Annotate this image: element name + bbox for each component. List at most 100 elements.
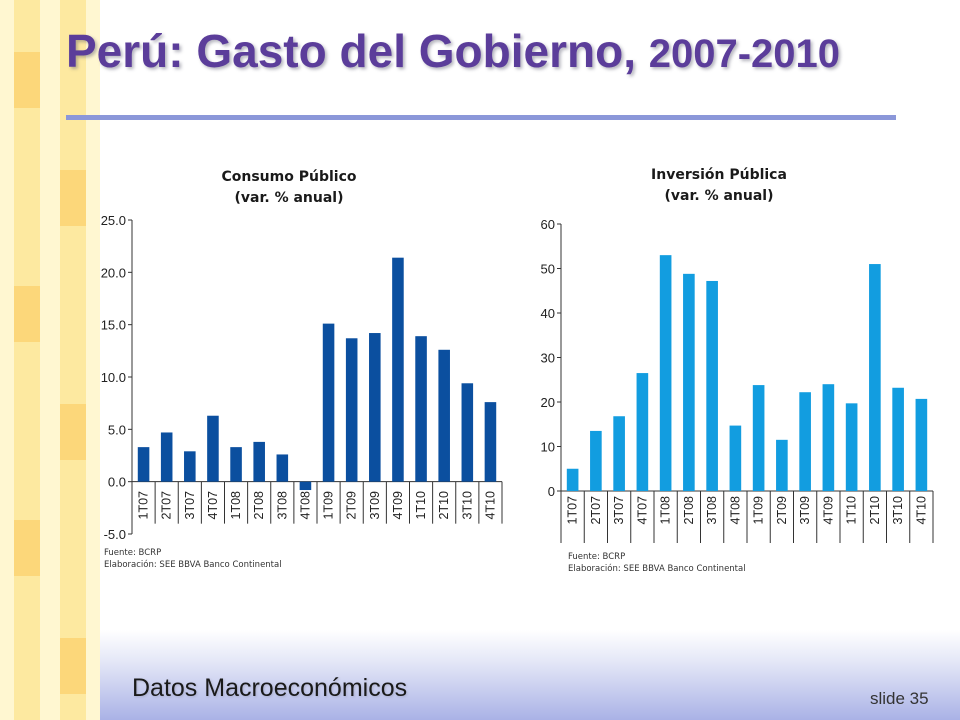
consumo-xtick-label: 4T10 <box>483 491 497 520</box>
slide-title: Perú: Gasto del Gobierno, 2007-2010 <box>66 24 840 78</box>
consumo-xtick-label: 3T07 <box>183 491 197 520</box>
inversion-bar-4T10 <box>915 398 928 491</box>
consumo-ytick-label: 15.0 <box>101 318 126 333</box>
consumo-xtick-label: 4T08 <box>298 491 312 520</box>
deco-tile <box>60 170 86 226</box>
consumo-bar-2T10 <box>438 349 450 482</box>
inversion-xtick-label: 3T10 <box>891 496 905 525</box>
consumo-ytick-label: 0.0 <box>108 475 126 490</box>
consumo-xtick-label: 2T07 <box>160 491 174 520</box>
footer-title: Datos Macroeconómicos <box>132 674 408 702</box>
deco-stripe <box>14 0 40 720</box>
inversion-ytick-label: 0 <box>548 484 555 499</box>
consumo-subtitle: (var. % anual) <box>235 190 344 206</box>
consumo-source: Fuente: BCRP <box>104 548 161 558</box>
inversion-bar-2T08 <box>683 273 695 491</box>
inversion-xtick-label: 1T10 <box>845 496 859 525</box>
inversion-bar-3T08 <box>706 280 718 491</box>
consumo-bar-4T08 <box>299 481 312 491</box>
inversion-ytick-label: 30 <box>541 351 555 366</box>
inversion-xtick-label: 2T09 <box>775 496 789 525</box>
consumo-bar-1T09 <box>322 323 335 482</box>
inversion-source: Fuente: BCRP <box>568 552 625 562</box>
inversion-bar-1T10 <box>845 403 858 491</box>
inversion-bar-2T07 <box>590 430 602 491</box>
consumo-bar-4T07 <box>207 415 219 482</box>
inversion-bar-1T07 <box>566 468 579 491</box>
consumo-bar-1T08 <box>230 447 242 482</box>
inversion-bar-4T09 <box>822 384 835 491</box>
deco-tile <box>14 52 40 108</box>
consumo-xtick-label: 3T10 <box>460 491 474 520</box>
slide-number: slide 35 <box>870 689 929 708</box>
title-years: 2007-2010 <box>648 32 841 76</box>
consumo-ytick-label: -5.0 <box>104 527 126 542</box>
inversion-ytick-label: 60 <box>541 217 555 232</box>
inversion-bar-3T09 <box>799 392 811 491</box>
consumo-xtick-label: 2T09 <box>345 491 359 520</box>
inversion-subtitle: (var. % anual) <box>665 188 774 204</box>
inversion-xtick-label: 2T08 <box>682 496 696 525</box>
inversion-bar-4T07 <box>636 373 649 491</box>
consumo-credit: Elaboración: SEE BBVA Banco Continental <box>104 559 282 570</box>
consumo-bar-3T10 <box>461 383 474 482</box>
consumo-xtick-label: 2T08 <box>252 491 266 520</box>
inversion-title: Inversión Pública <box>651 167 787 183</box>
consumo-title: Consumo Público <box>221 169 356 185</box>
inversion-xtick-label: 2T07 <box>589 496 603 525</box>
inversion-xtick-label: 4T07 <box>635 496 649 525</box>
consumo-ytick-label: 10.0 <box>101 370 126 385</box>
inversion-credit: Elaboración: SEE BBVA Banco Continental <box>568 563 746 574</box>
inversion-xtick-label: 4T08 <box>728 496 742 525</box>
consumo-xtick-label: 4T09 <box>391 491 405 520</box>
consumo-bar-4T09 <box>392 257 404 482</box>
consumo-xtick-label: 2T10 <box>437 491 451 520</box>
consumo-xtick-label: 1T09 <box>322 491 336 520</box>
consumo-xtick-label: 3T08 <box>275 491 289 520</box>
consumo-ytick-label: 20.0 <box>101 265 126 280</box>
consumo-bar-3T08 <box>276 454 289 482</box>
consumo-bar-3T09 <box>369 333 381 482</box>
footer-band <box>100 630 960 720</box>
inversion-ytick-label: 40 <box>541 306 555 321</box>
inversion-ytick-label: 10 <box>541 440 555 455</box>
consumo-bar-2T08 <box>253 441 265 482</box>
title-underline <box>66 115 896 120</box>
inversion-ytick-label: 20 <box>541 395 555 410</box>
inversion-xtick-label: 3T09 <box>798 496 812 525</box>
consumo-bar-3T07 <box>184 451 196 482</box>
consumo-xtick-label: 1T07 <box>137 491 151 520</box>
inversion-bar-3T07 <box>613 416 625 491</box>
inversion-bar-2T09 <box>776 439 788 491</box>
inversion-xtick-label: 1T07 <box>566 496 580 525</box>
deco-tile <box>14 520 40 576</box>
consumo-xtick-label: 4T07 <box>206 491 220 520</box>
inversion-bar-2T10 <box>869 264 881 491</box>
inversion-bar-1T08 <box>659 255 672 491</box>
inversion-xtick-label: 1T08 <box>659 496 673 525</box>
consumo-bar-1T07 <box>137 447 150 482</box>
consumo-ytick-label: 25.0 <box>101 213 126 228</box>
inversion-xtick-label: 3T07 <box>612 496 626 525</box>
inversion-xtick-label: 1T09 <box>752 496 766 525</box>
consumo-bar-4T10 <box>484 402 497 482</box>
consumo-xtick-label: 1T08 <box>229 491 243 520</box>
consumo-bar-2T09 <box>345 338 358 482</box>
inversion-bar-1T09 <box>752 385 765 491</box>
inversion-xtick-label: 4T10 <box>914 496 928 525</box>
deco-stripe <box>60 0 86 720</box>
inversion-xtick-label: 3T08 <box>705 496 719 525</box>
inversion-bar-4T08 <box>729 425 742 491</box>
inversion-xtick-label: 2T10 <box>868 496 882 525</box>
deco-tile <box>60 404 86 460</box>
deco-tile <box>60 638 86 694</box>
consumo-bar-1T10 <box>415 336 427 482</box>
inversion-bar-3T10 <box>892 387 904 491</box>
inversion-xtick-label: 4T09 <box>821 496 835 525</box>
deco-tile <box>14 286 40 342</box>
consumo-xtick-label: 1T10 <box>414 491 428 520</box>
inversion-ytick-label: 50 <box>541 262 555 277</box>
title-main: Perú: Gasto del Gobierno, <box>66 25 649 77</box>
